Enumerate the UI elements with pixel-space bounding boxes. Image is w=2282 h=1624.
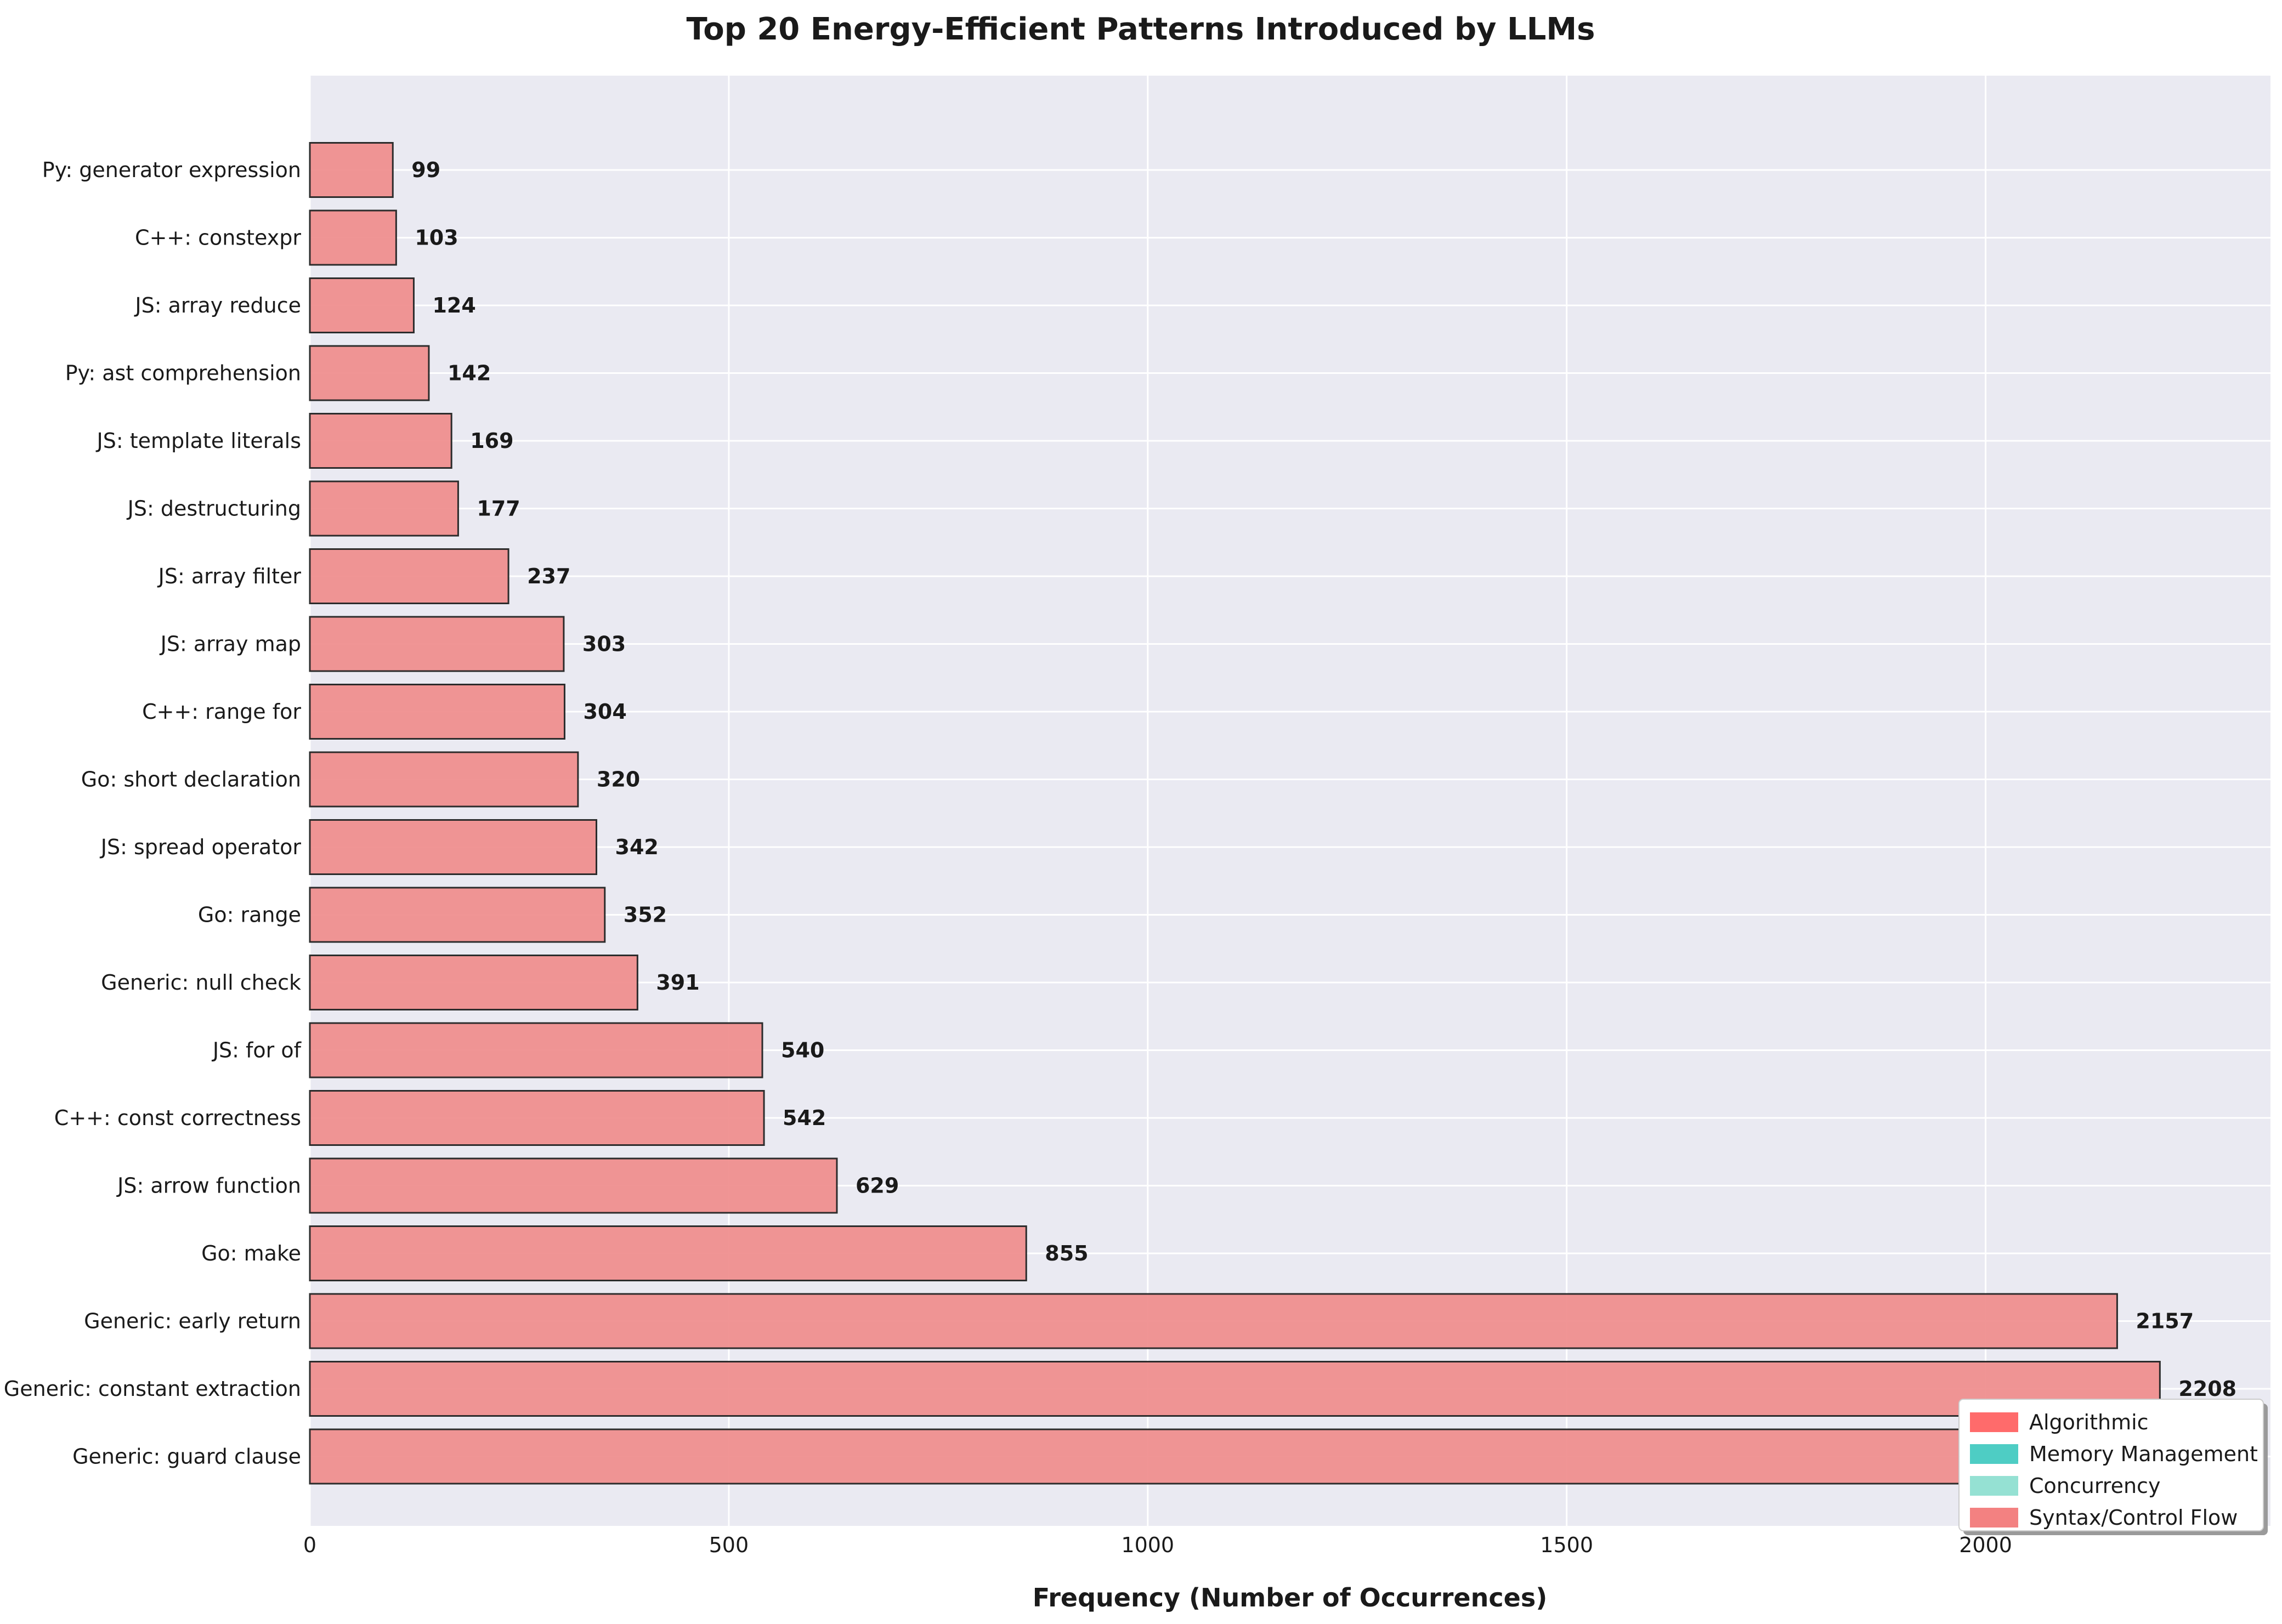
- bar: [309, 480, 459, 537]
- y-tick-label: JS: destructuring: [127, 497, 301, 521]
- data-label: 342: [615, 835, 659, 859]
- y-tick-label: JS: arrow function: [116, 1174, 301, 1198]
- data-label: 320: [597, 768, 640, 792]
- bar: [309, 345, 430, 401]
- data-label: 124: [432, 293, 475, 317]
- y-tick-label: JS: spread operator: [100, 835, 302, 859]
- y-tick-label: Go: make: [201, 1241, 301, 1265]
- data-label: 237: [527, 564, 570, 588]
- data-label: 2208: [2178, 1377, 2236, 1401]
- data-label: 542: [783, 1106, 826, 1130]
- y-tick-label: Generic: constant extraction: [4, 1377, 301, 1401]
- bar: [309, 887, 606, 943]
- y-tick-label: Generic: guard clause: [72, 1445, 301, 1469]
- y-tick-label: C++: const correctness: [54, 1106, 301, 1130]
- data-label: 540: [781, 1038, 824, 1063]
- bar: [309, 1022, 763, 1078]
- data-label: 303: [582, 632, 626, 656]
- legend-swatch: [1970, 1412, 2018, 1432]
- y-tick-label: JS: template literals: [96, 429, 302, 453]
- data-label: 352: [624, 903, 667, 927]
- data-label: 391: [656, 970, 699, 995]
- bar: [309, 209, 397, 266]
- legend-label: Memory Management: [2029, 1442, 2258, 1466]
- data-label: 169: [470, 429, 513, 453]
- x-tick-label: 1500: [1540, 1533, 1593, 1557]
- bar: [309, 616, 565, 672]
- data-label: 629: [856, 1174, 899, 1198]
- data-label: 855: [1045, 1241, 1088, 1265]
- y-tick-label: JS: for of: [212, 1038, 302, 1063]
- y-tick-label: JS: array map: [160, 632, 301, 656]
- legend-swatch: [1970, 1476, 2018, 1496]
- bar: [309, 1225, 1027, 1281]
- legend-label: Concurrency: [2029, 1474, 2160, 1498]
- bar: [309, 1428, 2196, 1485]
- data-label: 177: [477, 497, 520, 521]
- bar: [309, 1090, 765, 1146]
- y-tick-label: Go: range: [198, 903, 301, 927]
- legend: Algorithmic Memory Management Concurrency S…: [1958, 1399, 2268, 1535]
- data-label: 142: [448, 361, 491, 385]
- legend-label: Algorithmic: [2029, 1410, 2149, 1434]
- bar: [309, 819, 597, 875]
- y-tick-label: C++: range for: [142, 700, 301, 724]
- legend-label: Syntax/Control Flow: [2029, 1506, 2238, 1530]
- bar: [309, 413, 452, 469]
- bar: [309, 1293, 2118, 1349]
- bar: [309, 1361, 2161, 1417]
- x-axis-label: Frequency (Number of Occurrences): [1033, 1583, 1548, 1612]
- plot-area: [310, 76, 2270, 1526]
- y-tick-labels: Py: generator expression C++: constexpr JS…: [4, 158, 302, 1469]
- data-labels: 99 103 124 142 169 177 237 303 304 320 342 352 391 54…: [411, 158, 2236, 1401]
- bars: [309, 142, 2196, 1485]
- data-label: 304: [583, 700, 626, 724]
- x-tick-labels: 0 500 1000 1500 2000: [303, 1533, 2012, 1557]
- bar: [309, 751, 579, 808]
- bar: [309, 548, 509, 604]
- bar: [309, 277, 415, 333]
- data-label: 99: [411, 158, 440, 182]
- y-tick-label: Generic: null check: [101, 970, 301, 995]
- data-label: 2157: [2136, 1309, 2194, 1333]
- x-tick-label: 1000: [1121, 1533, 1174, 1557]
- x-tick-label: 0: [303, 1533, 316, 1557]
- y-tick-label: Py: ast comprehension: [65, 361, 301, 385]
- y-tick-label: Go: short declaration: [81, 768, 301, 792]
- data-label: 103: [415, 226, 458, 250]
- chart-title: Top 20 Energy-Efficient Patterns Introdu…: [687, 12, 1595, 47]
- legend-frame: [1958, 1399, 2264, 1531]
- y-tick-label: JS: array reduce: [134, 293, 301, 317]
- x-tick-label: 500: [709, 1533, 749, 1557]
- y-tick-label: C++: constexpr: [135, 226, 301, 250]
- bar: [309, 1157, 838, 1214]
- legend-swatch: [1970, 1508, 2018, 1528]
- bar: [309, 684, 565, 740]
- bar: [309, 142, 394, 198]
- legend-swatch: [1970, 1444, 2018, 1464]
- y-tick-label: Generic: early return: [84, 1309, 301, 1333]
- y-tick-label: Py: generator expression: [42, 158, 301, 182]
- x-tick-label: 2000: [1959, 1533, 2012, 1557]
- bar: [309, 955, 638, 1010]
- y-tick-label: JS: array filter: [157, 564, 302, 588]
